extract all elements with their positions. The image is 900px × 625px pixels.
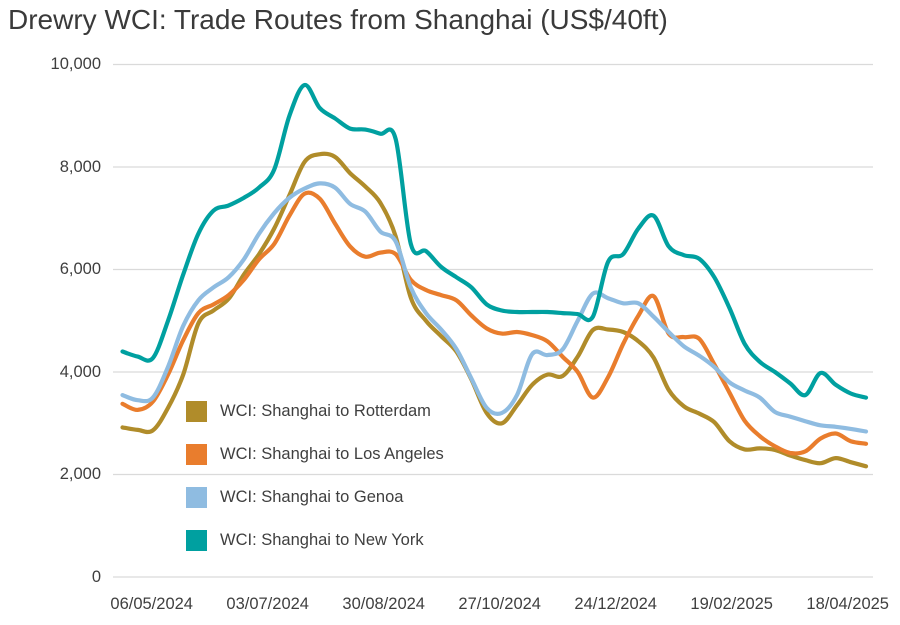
y-tick-label-0: 0 bbox=[91, 567, 101, 586]
legend-item-wci-shanghai-to-rotterdam: WCI: Shanghai to Rotterdam bbox=[186, 401, 444, 422]
y-tick-label-10-000: 10,000 bbox=[50, 55, 101, 73]
chart-title: Drewry WCI: Trade Routes from Shanghai (… bbox=[8, 4, 668, 35]
legend-swatch-wci-shanghai-to-rotterdam bbox=[186, 401, 207, 422]
x-tick-label-06-05-2024: 06/05/2024 bbox=[110, 595, 193, 613]
y-tick-label-6-000: 6,000 bbox=[59, 260, 101, 278]
series-line-wci-shanghai-to-new-york bbox=[120, 82, 869, 400]
legend-swatch-wci-shanghai-to-new-york bbox=[186, 530, 207, 551]
legend-label-wci-shanghai-to-rotterdam: WCI: Shanghai to Rotterdam bbox=[220, 402, 431, 420]
x-tick-label-27-10-2024: 27/10/2024 bbox=[458, 595, 541, 613]
legend-label-wci-shanghai-to-los-angeles: WCI: Shanghai to Los Angeles bbox=[220, 445, 444, 463]
series-line-wci-shanghai-to-genoa bbox=[120, 181, 869, 434]
series-line-wci-shanghai-to-los-angeles bbox=[120, 190, 869, 456]
legend-label-wci-shanghai-to-new-york: WCI: Shanghai to New York bbox=[220, 531, 424, 549]
x-tick-label-24-12-2024: 24/12/2024 bbox=[574, 595, 657, 613]
x-tick-label-19-02-2025: 19/02/2025 bbox=[690, 595, 773, 613]
x-tick-label-30-08-2024: 30/08/2024 bbox=[342, 595, 425, 613]
legend: WCI: Shanghai to Rotterdam WCI: Shanghai … bbox=[186, 401, 444, 573]
legend-label-wci-shanghai-to-genoa: WCI: Shanghai to Genoa bbox=[220, 488, 404, 506]
legend-swatch-wci-shanghai-to-los-angeles bbox=[186, 444, 207, 465]
series-line-wci-shanghai-to-rotterdam bbox=[120, 151, 869, 469]
legend-item-wci-shanghai-to-new-york: WCI: Shanghai to New York bbox=[186, 530, 444, 551]
x-tick-label-18-04-2025: 18/04/2025 bbox=[806, 595, 889, 613]
legend-swatch-wci-shanghai-to-genoa bbox=[186, 487, 207, 508]
y-tick-label-4-000: 4,000 bbox=[59, 362, 101, 381]
y-tick-label-8-000: 8,000 bbox=[59, 157, 101, 176]
legend-item-wci-shanghai-to-genoa: WCI: Shanghai to Genoa bbox=[186, 487, 444, 508]
y-tick-label-2-000: 2,000 bbox=[59, 465, 101, 483]
legend-item-wci-shanghai-to-los-angeles: WCI: Shanghai to Los Angeles bbox=[186, 444, 444, 465]
x-tick-label-03-07-2024: 03/07/2024 bbox=[226, 595, 309, 613]
